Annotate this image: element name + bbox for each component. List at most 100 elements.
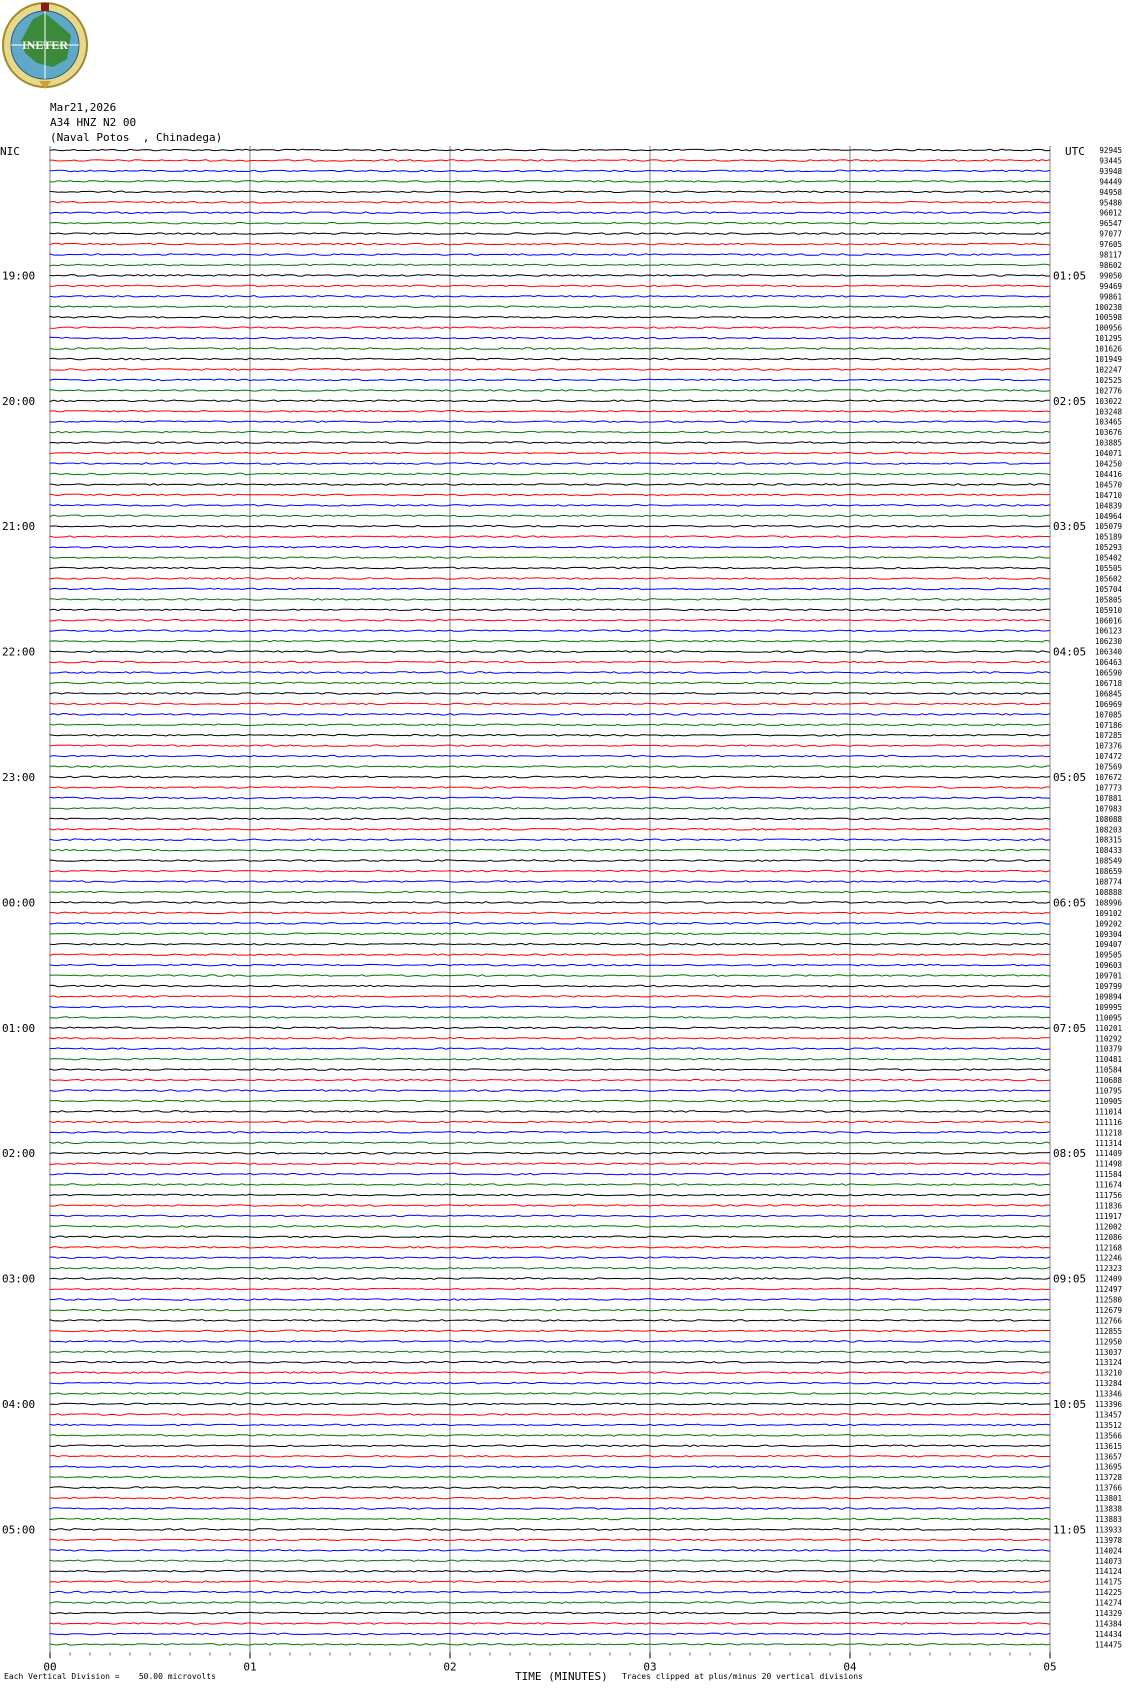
trace-count-label: 110795 bbox=[1095, 1087, 1122, 1096]
left-hour-label: 22:00 bbox=[2, 646, 35, 659]
trace-count-label: 104839 bbox=[1095, 501, 1122, 510]
trace-count-label: 108203 bbox=[1095, 825, 1122, 834]
left-hour-label: 05:00 bbox=[2, 1523, 35, 1536]
seismic-trace bbox=[49, 305, 1051, 309]
trace-count-label: 100598 bbox=[1095, 313, 1123, 322]
trace-count-label: 102776 bbox=[1095, 386, 1123, 395]
trace-count-label: 103248 bbox=[1095, 407, 1123, 416]
seismic-trace bbox=[49, 1016, 1050, 1019]
station-label: A34 HNZ N2 00 bbox=[50, 116, 137, 129]
trace-count-label: 109102 bbox=[1095, 909, 1122, 918]
seismic-trace bbox=[49, 1381, 1051, 1385]
trace-count-label: 100238 bbox=[1095, 303, 1123, 312]
seismic-trace bbox=[49, 869, 1051, 873]
seismic-trace bbox=[49, 545, 1051, 549]
trace-count-label: 96012 bbox=[1099, 209, 1122, 218]
seismic-trace bbox=[49, 942, 1051, 946]
trace-count-label: 113566 bbox=[1095, 1431, 1123, 1440]
seismic-trace bbox=[49, 368, 1050, 371]
right-hour-label: 01:05 bbox=[1053, 269, 1086, 282]
trace-count-label: 104071 bbox=[1095, 449, 1122, 458]
trace-count-label: 106463 bbox=[1095, 658, 1122, 667]
seismic-trace bbox=[49, 430, 1051, 434]
seismic-trace bbox=[49, 1601, 1051, 1604]
trace-count-label: 103885 bbox=[1095, 439, 1122, 448]
trace-count-label: 105602 bbox=[1095, 574, 1122, 583]
trace-count-label: 111674 bbox=[1095, 1181, 1123, 1190]
right-hour-label: 03:05 bbox=[1053, 520, 1086, 533]
trace-count-label: 103465 bbox=[1095, 418, 1122, 427]
trace-count-label: 100956 bbox=[1095, 324, 1123, 333]
seismic-trace bbox=[49, 848, 1051, 852]
trace-count-label: 107881 bbox=[1095, 794, 1122, 803]
trace-count-label: 105293 bbox=[1095, 543, 1122, 552]
trace-count-label: 110481 bbox=[1095, 1055, 1122, 1064]
trace-count-label: 101949 bbox=[1095, 355, 1122, 364]
seismic-trace bbox=[49, 692, 1051, 695]
trace-count-label: 105079 bbox=[1095, 522, 1122, 531]
seismic-trace bbox=[49, 880, 1051, 883]
seismic-trace bbox=[49, 315, 1051, 319]
seismic-trace bbox=[49, 995, 1051, 998]
trace-count-label: 105505 bbox=[1095, 564, 1122, 573]
seismic-trace bbox=[49, 807, 1050, 810]
trace-count-label: 111014 bbox=[1095, 1107, 1123, 1116]
left-hour-label: 19:00 bbox=[2, 269, 35, 282]
seismic-trace bbox=[49, 650, 1051, 653]
trace-count-label: 109701 bbox=[1095, 972, 1122, 981]
trace-count-label: 98602 bbox=[1099, 261, 1122, 270]
seismic-trace bbox=[49, 1266, 1051, 1270]
trace-count-label: 109799 bbox=[1095, 982, 1122, 991]
trace-count-label: 109407 bbox=[1095, 940, 1122, 949]
seismic-trace bbox=[49, 712, 1051, 716]
seismic-trace bbox=[49, 1287, 1051, 1291]
right-timezone-label: UTC bbox=[1065, 145, 1085, 158]
seismic-trace bbox=[49, 169, 1051, 173]
seismic-trace bbox=[49, 838, 1051, 842]
x-tick-label: 01 bbox=[243, 1660, 256, 1673]
trace-count-label: 114434 bbox=[1095, 1630, 1123, 1639]
trace-count-label: 111756 bbox=[1095, 1191, 1123, 1200]
seismic-trace bbox=[49, 911, 1051, 915]
x-tick-label: 04 bbox=[843, 1660, 857, 1673]
trace-count-label: 107672 bbox=[1095, 773, 1122, 782]
seismic-trace bbox=[49, 1454, 1050, 1458]
seismic-trace bbox=[49, 524, 1050, 528]
trace-count-label: 106340 bbox=[1095, 648, 1123, 657]
seismic-trace bbox=[49, 451, 1051, 455]
right-hour-label: 04:05 bbox=[1053, 646, 1086, 659]
seismic-trace bbox=[49, 148, 1051, 152]
seismic-trace bbox=[49, 1214, 1051, 1218]
seismic-trace bbox=[49, 817, 1051, 821]
seismic-trace bbox=[49, 1444, 1051, 1448]
seismic-trace bbox=[49, 681, 1050, 685]
trace-count-label: 110201 bbox=[1095, 1024, 1122, 1033]
seismic-trace bbox=[49, 786, 1051, 789]
trace-count-label: 92945 bbox=[1099, 146, 1122, 155]
seismic-trace bbox=[49, 629, 1051, 633]
seismic-trace bbox=[49, 953, 1051, 957]
trace-count-label: 99469 bbox=[1099, 282, 1122, 291]
seismic-trace bbox=[49, 932, 1051, 936]
seismic-trace bbox=[49, 190, 1051, 194]
trace-count-label: 114384 bbox=[1095, 1619, 1123, 1628]
seismic-trace bbox=[49, 1319, 1051, 1322]
logo-text: INETER bbox=[22, 38, 68, 52]
trace-count-label: 106590 bbox=[1095, 669, 1123, 678]
x-axis-title: TIME (MINUTES) bbox=[515, 1670, 608, 1683]
trace-count-label: 113933 bbox=[1095, 1525, 1122, 1534]
seismic-trace bbox=[49, 827, 1051, 831]
seismic-trace bbox=[49, 556, 1051, 559]
trace-count-label: 112002 bbox=[1095, 1222, 1122, 1231]
seismic-trace bbox=[49, 242, 1051, 246]
seismic-trace bbox=[49, 274, 1050, 277]
seismic-trace bbox=[49, 1590, 1050, 1594]
seismic-trace bbox=[49, 357, 1051, 361]
seismic-trace bbox=[49, 1183, 1051, 1186]
trace-count-label: 107472 bbox=[1095, 752, 1122, 761]
seismic-trace bbox=[49, 1486, 1051, 1489]
trace-count-label: 105402 bbox=[1095, 554, 1122, 563]
trace-count-label: 113037 bbox=[1095, 1348, 1122, 1357]
left-hour-label: 03:00 bbox=[2, 1273, 35, 1286]
seismic-trace bbox=[49, 159, 1051, 162]
